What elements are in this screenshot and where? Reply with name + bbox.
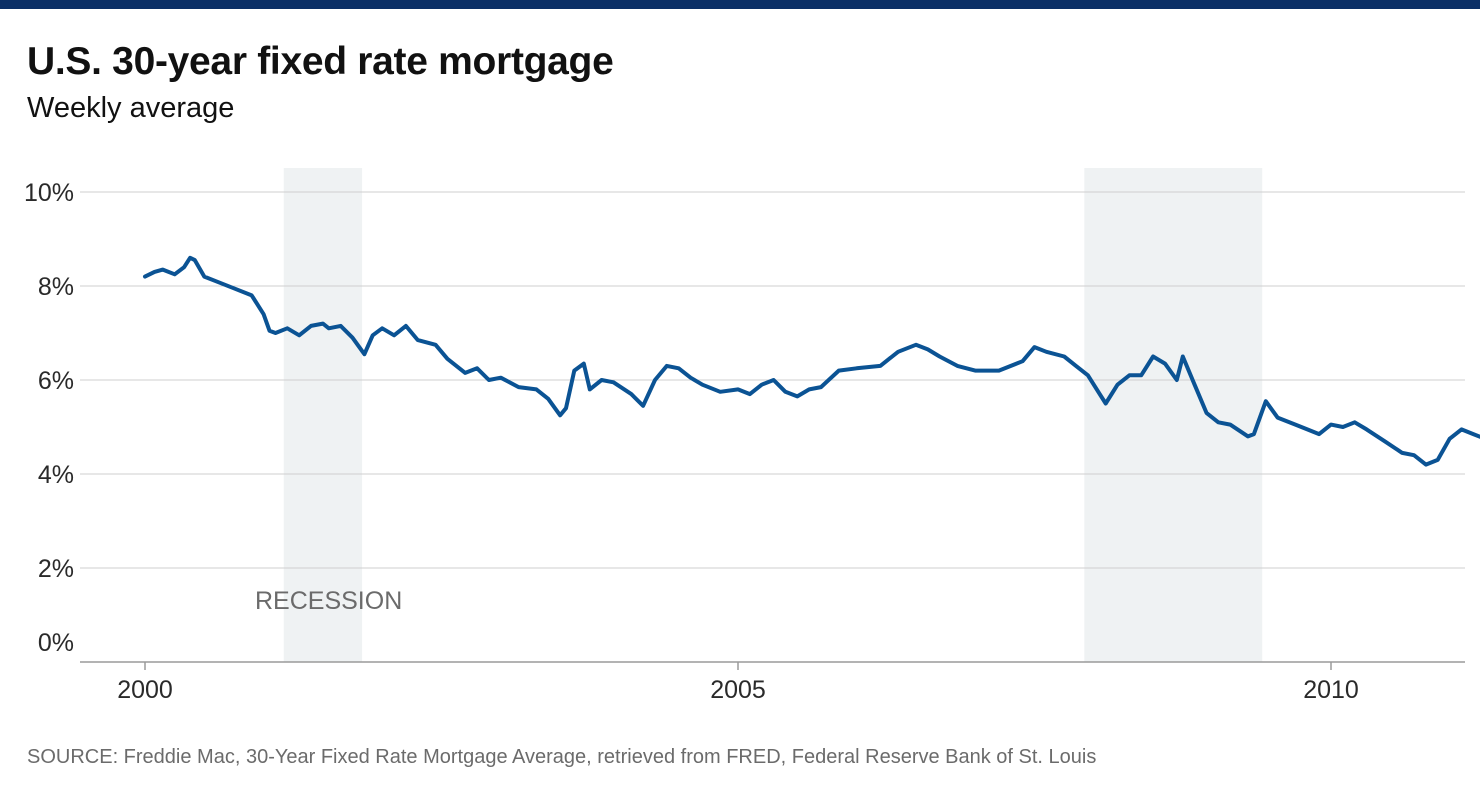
recession-label: RECESSION — [255, 587, 402, 615]
y-tick-label: 8% — [38, 273, 74, 301]
y-axis-tick-labels: 0% 2% 4% 6% 8% 10% — [24, 179, 74, 657]
top-accent-bar — [0, 0, 1480, 9]
x-tick-label: 2010 — [1303, 676, 1359, 704]
recession-band-2 — [1084, 168, 1263, 662]
chart-subtitle: Weekly average — [27, 92, 235, 124]
x-tick-label: 2005 — [710, 676, 766, 704]
series-lines — [143, 255, 1480, 467]
recession-bands — [283, 168, 1263, 662]
chart-title: U.S. 30-year fixed rate mortgage — [27, 40, 614, 83]
y-tick-label: 0% — [38, 629, 74, 657]
recession-band-1 — [283, 168, 363, 662]
series-line-1 — [143, 255, 1480, 467]
source-note: SOURCE: Freddie Mac, 30-Year Fixed Rate … — [27, 746, 1097, 768]
y-tick-label: 6% — [38, 367, 74, 395]
x-tick-label: 2000 — [117, 676, 173, 704]
y-tick-label: 4% — [38, 461, 74, 489]
y-tick-label: 2% — [38, 555, 74, 583]
y-tick-label: 10% — [24, 179, 74, 207]
x-axis: 20002005201020152020 — [80, 661, 1465, 704]
